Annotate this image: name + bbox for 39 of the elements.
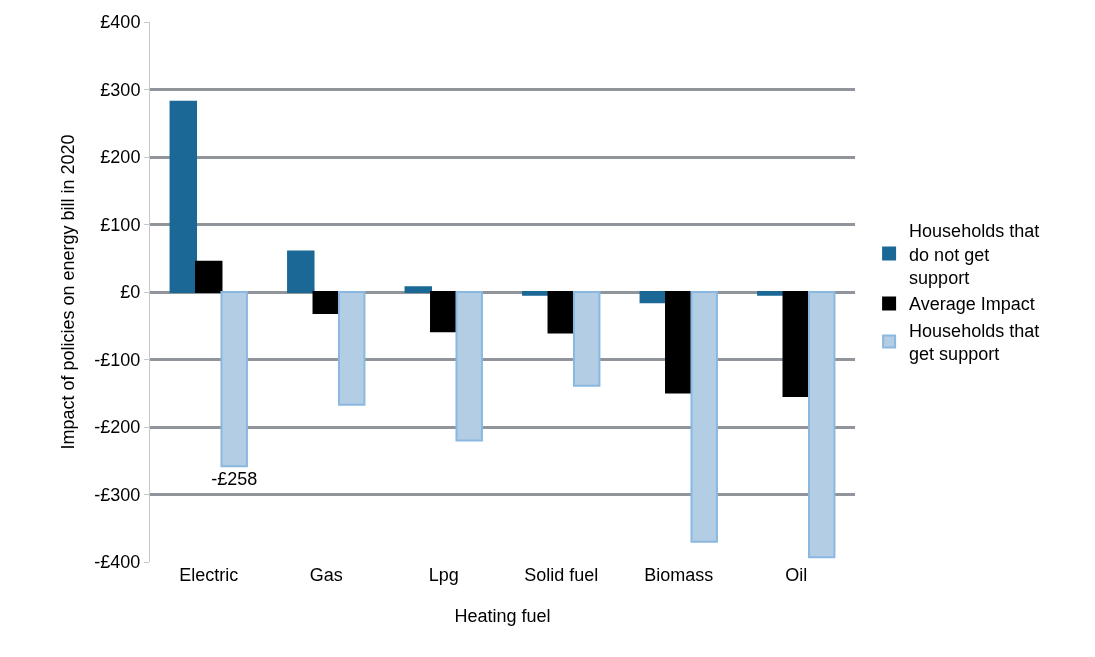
legend-label: Households that get support: [909, 320, 1040, 365]
x-tick-label: Oil: [785, 565, 808, 585]
bar: [169, 100, 198, 293]
bar: [430, 291, 458, 333]
bar: [287, 250, 315, 293]
bar: [312, 291, 340, 314]
y-tick-label: -£400: [94, 552, 141, 573]
x-axis-title: Heating fuel: [454, 606, 551, 627]
legend-label: Households that do not get support: [909, 221, 1040, 289]
bar: [665, 291, 693, 394]
y-tick-label: £200: [100, 147, 141, 168]
y-tick-label: £100: [100, 214, 141, 235]
x-tick-label: Solid fuel: [524, 565, 599, 585]
bar: [807, 291, 836, 559]
y-tick-label: £400: [100, 12, 141, 33]
bar: [782, 291, 810, 397]
data-label: -£258: [211, 469, 258, 490]
x-tick-label: Gas: [309, 565, 343, 585]
bar: [455, 291, 483, 442]
bar: [757, 291, 785, 296]
y-tick-label: £0: [120, 282, 141, 303]
y-tick-label: £300: [100, 79, 141, 100]
y-tick-label: -£200: [94, 417, 141, 438]
y-tick-label: -£300: [94, 484, 141, 505]
bar: [220, 291, 248, 468]
bar: [572, 291, 601, 387]
bar: [337, 291, 366, 406]
bar: [690, 291, 718, 543]
legend-label: Average Impact: [909, 294, 1035, 315]
y-axis-title: Impact of policies on energy bill in 2020: [57, 134, 78, 450]
bar: [639, 291, 668, 304]
x-tick-label: Lpg: [428, 565, 459, 585]
x-tick-label: Electric: [179, 565, 239, 585]
y-tick-label: -£100: [94, 349, 141, 370]
bar: [522, 291, 550, 296]
bar: [404, 286, 433, 293]
bar: [547, 291, 575, 334]
bar: [195, 260, 223, 293]
x-tick-label: Biomass: [644, 565, 714, 585]
